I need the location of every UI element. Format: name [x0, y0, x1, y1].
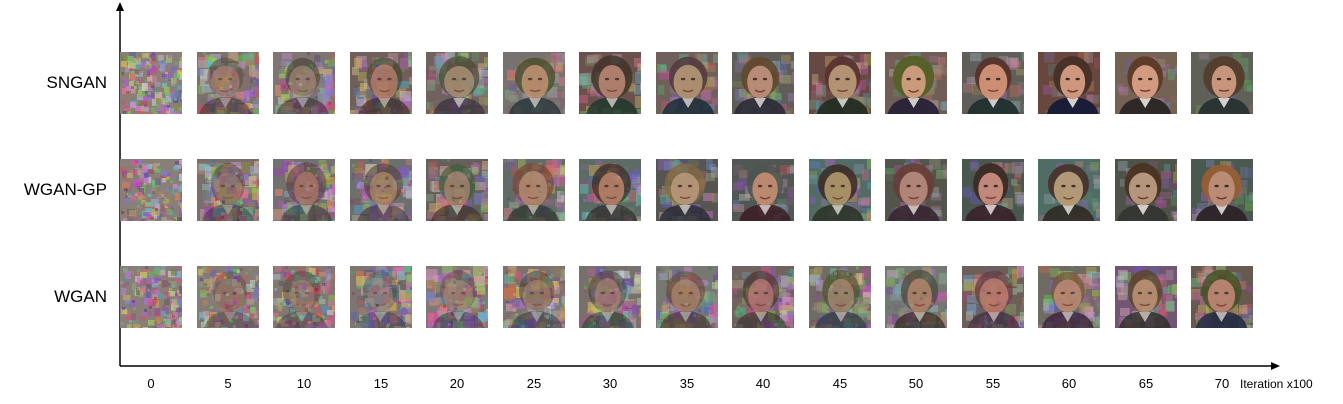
generated-face-thumbnail — [197, 266, 259, 328]
generated-face-thumbnail — [350, 159, 412, 221]
generated-face-thumbnail — [273, 266, 335, 328]
generated-face-thumbnail — [503, 159, 565, 221]
generated-face-thumbnail — [503, 266, 565, 328]
x-tick-label: 55 — [985, 376, 1001, 391]
x-axis-arrowhead — [1271, 362, 1280, 370]
x-tick-label: 65 — [1138, 376, 1154, 391]
generated-face-thumbnail — [732, 52, 794, 114]
generated-face-thumbnail — [579, 266, 641, 328]
generated-face-thumbnail — [426, 52, 488, 114]
generated-face-thumbnail — [1038, 159, 1100, 221]
x-tick-label: 5 — [224, 376, 232, 391]
x-tick-label: 45 — [832, 376, 848, 391]
generated-face-thumbnail — [656, 52, 718, 114]
x-tick-label: 40 — [755, 376, 771, 391]
x-tick-label: 50 — [908, 376, 924, 391]
row-label-wgan-gp: WGAN-GP — [23, 180, 107, 199]
generated-face-thumbnail — [273, 159, 335, 221]
generated-face-thumbnail — [1191, 52, 1253, 114]
generated-face-thumbnail — [350, 52, 412, 114]
x-tick-label: 15 — [373, 376, 389, 391]
generated-face-thumbnail — [732, 266, 794, 328]
x-tick-label: 60 — [1061, 376, 1077, 391]
generated-face-thumbnail — [426, 266, 488, 328]
generated-face-thumbnail — [350, 266, 412, 328]
x-tick-label: 35 — [679, 376, 695, 391]
generated-face-thumbnail — [1115, 52, 1177, 114]
generated-face-thumbnail — [962, 52, 1024, 114]
generated-face-thumbnail — [732, 159, 794, 221]
generated-face-thumbnail — [809, 52, 871, 114]
generated-face-thumbnail — [885, 266, 947, 328]
row-label-wgan: WGAN — [54, 287, 107, 306]
generated-face-thumbnail — [1115, 159, 1177, 221]
generated-face-thumbnail — [426, 159, 488, 221]
x-tick-label: 0 — [147, 376, 155, 391]
generated-face-thumbnail — [962, 159, 1024, 221]
generated-face-thumbnail — [809, 159, 871, 221]
generated-face-thumbnail — [120, 52, 182, 114]
generated-face-thumbnail — [1038, 266, 1100, 328]
generated-face-thumbnail — [120, 159, 182, 221]
x-tick-label: 10 — [296, 376, 312, 391]
generated-face-thumbnail — [962, 266, 1024, 328]
x-tick-label: 25 — [526, 376, 542, 391]
generated-face-thumbnail — [656, 159, 718, 221]
generated-face-thumbnail — [885, 52, 947, 114]
generated-face-thumbnail — [1038, 52, 1100, 114]
generated-face-thumbnail — [885, 159, 947, 221]
generated-face-thumbnail — [197, 52, 259, 114]
generated-face-thumbnail — [120, 266, 182, 328]
generated-face-thumbnail — [809, 266, 871, 328]
generated-face-thumbnail — [197, 159, 259, 221]
x-tick-label: 30 — [602, 376, 618, 391]
generated-face-thumbnail — [1115, 266, 1177, 328]
row-label-sngan: SNGAN — [46, 73, 107, 92]
generated-face-thumbnail — [273, 52, 335, 114]
y-axis-arrowhead — [116, 2, 124, 11]
generated-face-thumbnail — [1191, 159, 1253, 221]
generated-face-thumbnail — [579, 159, 641, 221]
x-axis-title: Iteration x100 — [1240, 377, 1313, 391]
x-tick-label: 70 — [1214, 376, 1230, 391]
generated-face-thumbnail — [1191, 266, 1253, 328]
x-tick-label: 20 — [449, 376, 465, 391]
generated-face-thumbnail — [656, 266, 718, 328]
generated-face-thumbnail — [503, 52, 565, 114]
generated-face-thumbnail — [579, 52, 641, 114]
